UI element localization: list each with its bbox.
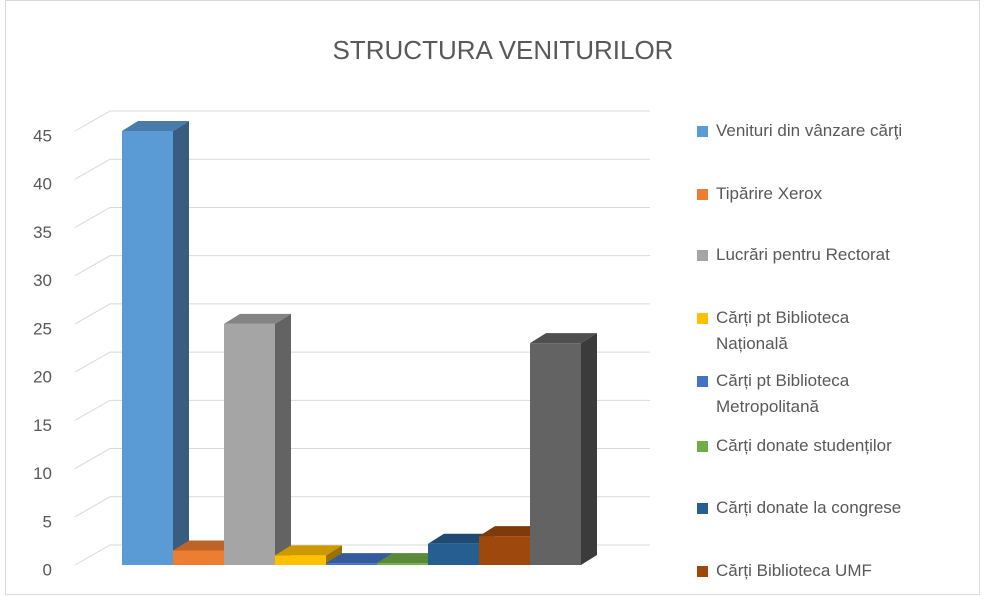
legend-item: Cărți Biblioteca UMF — [697, 558, 872, 584]
grid-line — [74, 303, 650, 325]
grid-line — [74, 496, 650, 518]
legend-item: Cărți pt Biblioteca Națională — [697, 305, 916, 357]
legend-label: Venituri din vânzare cărţi — [716, 121, 903, 140]
legend-label: Cărți Biblioteca UMF — [716, 561, 872, 580]
bar-front — [326, 563, 377, 565]
y-tick-label: 45 — [33, 126, 52, 145]
bar-front — [530, 343, 581, 565]
legend-item: Cărți donate la congrese — [697, 495, 901, 521]
legend-swatch — [697, 441, 708, 452]
y-tick-label: 40 — [33, 175, 52, 194]
grid-line — [74, 399, 650, 421]
bar-front — [275, 555, 326, 565]
legend-item: Cărți pt Biblioteca Metropolitană — [697, 368, 916, 420]
grid-line — [74, 110, 650, 132]
y-tick-label: 0 — [43, 560, 52, 579]
legend-item: Tipărire Xerox — [697, 181, 822, 207]
bar — [530, 333, 597, 565]
legend-swatch — [697, 503, 708, 514]
legend-swatch — [697, 189, 708, 200]
bar-front — [479, 536, 530, 565]
bar — [224, 313, 291, 565]
legend-label: Cărți donate la congrese — [716, 498, 902, 517]
y-tick-label: 25 — [33, 319, 52, 338]
legend-label: Cărți donate studenților — [716, 436, 892, 455]
legend-label: Cărți pt Biblioteca Națională — [716, 308, 850, 353]
chart-title: STRUCTURA VENITURILOR — [333, 35, 674, 65]
bar-side — [275, 313, 291, 565]
legend-label: Cărți pt Biblioteca Metropolitană — [716, 371, 850, 416]
bar-top — [530, 333, 597, 344]
bar-front — [224, 323, 275, 565]
grid-line — [74, 158, 650, 180]
grid-line — [74, 255, 650, 277]
bar-front — [122, 131, 173, 565]
y-tick-label: 15 — [33, 416, 52, 435]
bar-top — [224, 313, 291, 324]
legend-label: Lucrări pentru Rectorat — [716, 245, 890, 264]
y-tick-label: 10 — [33, 464, 52, 483]
bar-front — [173, 550, 224, 565]
bar-top — [326, 553, 393, 564]
y-tick-label: 35 — [33, 223, 52, 242]
legend-swatch — [697, 313, 708, 324]
bar-top — [122, 121, 189, 131]
bar-side — [173, 121, 189, 565]
y-tick-label: 5 — [43, 512, 52, 531]
bar-top — [479, 526, 546, 537]
bar-top — [377, 553, 444, 564]
bar-top — [428, 533, 495, 544]
legend-swatch — [697, 566, 708, 577]
grid-line — [74, 351, 650, 373]
y-tick-label: 20 — [33, 368, 52, 387]
grid-line — [74, 448, 650, 469]
bar-front — [377, 563, 428, 565]
bar-front — [428, 543, 479, 565]
bar-top — [275, 545, 342, 556]
legend-swatch — [697, 376, 708, 387]
bar-side — [326, 545, 342, 565]
grid-line — [74, 206, 650, 228]
bar — [122, 121, 189, 565]
legend-item: Lucrări pentru Rectorat — [697, 242, 890, 268]
legend-swatch — [697, 126, 708, 137]
legend-item: Cărți donate studenților — [697, 433, 892, 459]
legend-label: Tipărire Xerox — [716, 184, 823, 203]
bar-side — [581, 333, 597, 565]
legend-swatch — [697, 250, 708, 261]
y-tick-label: 30 — [33, 271, 52, 290]
legend-item: Venituri din vânzare cărţi — [697, 118, 902, 144]
bar-top — [173, 540, 240, 551]
bar — [275, 545, 342, 565]
